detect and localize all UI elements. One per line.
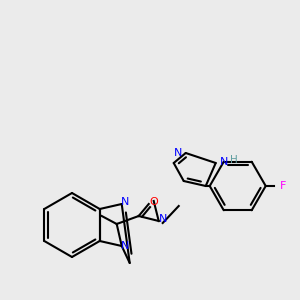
Text: N: N <box>158 214 167 224</box>
Text: N: N <box>173 148 182 158</box>
Text: N: N <box>121 241 129 251</box>
Text: H: H <box>230 155 238 165</box>
Text: N: N <box>121 197 129 207</box>
Text: F: F <box>280 181 286 191</box>
Text: N: N <box>220 157 228 167</box>
Text: O: O <box>149 197 158 207</box>
